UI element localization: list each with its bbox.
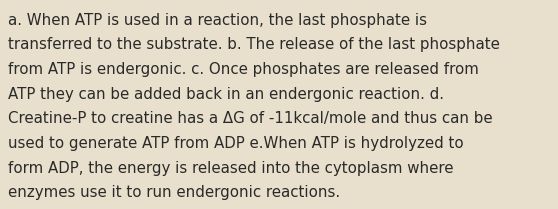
Text: transferred to the substrate. b. The release of the last phosphate: transferred to the substrate. b. The rel… bbox=[8, 37, 500, 52]
Text: enzymes use it to run endergonic reactions.: enzymes use it to run endergonic reactio… bbox=[8, 185, 340, 200]
Text: ATP they can be added back in an endergonic reaction. d.: ATP they can be added back in an endergo… bbox=[8, 87, 444, 102]
Text: used to generate ATP from ADP e.When ATP is hydrolyzed to: used to generate ATP from ADP e.When ATP… bbox=[8, 136, 464, 151]
Text: Creatine-P to creatine has a ΔG of -11kcal/mole and thus can be: Creatine-P to creatine has a ΔG of -11kc… bbox=[8, 111, 493, 126]
Text: from ATP is endergonic. c. Once phosphates are released from: from ATP is endergonic. c. Once phosphat… bbox=[8, 62, 479, 77]
Text: a. When ATP is used in a reaction, the last phosphate is: a. When ATP is used in a reaction, the l… bbox=[8, 13, 427, 28]
Text: form ADP, the energy is released into the cytoplasm where: form ADP, the energy is released into th… bbox=[8, 161, 454, 176]
